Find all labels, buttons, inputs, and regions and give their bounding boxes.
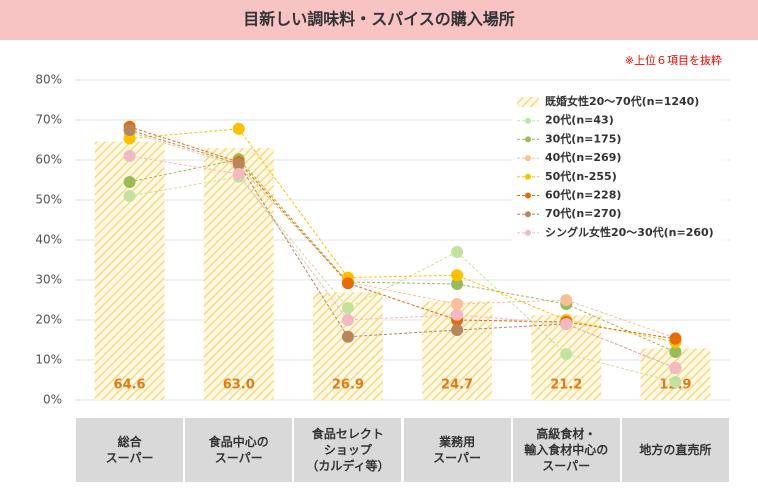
legend-swatch — [525, 211, 531, 218]
category-label: 地方の直売所 — [621, 418, 729, 482]
point — [560, 318, 573, 330]
point — [123, 190, 136, 202]
legend-label: 70代(n=270) — [545, 206, 621, 220]
point — [451, 324, 464, 336]
point — [560, 294, 573, 306]
series-line — [129, 155, 676, 369]
value-label: 21.2 — [550, 378, 582, 393]
y-tick-label: 70% — [35, 113, 62, 127]
title-band — [0, 0, 758, 40]
value-label: 64.6 — [114, 378, 146, 393]
y-tick-label: 60% — [35, 153, 62, 167]
point — [669, 332, 682, 345]
category-label: 総合 スーパー — [76, 418, 184, 482]
point — [341, 302, 354, 314]
legend-label: シングル女性20～30代(n=260) — [545, 225, 714, 239]
point — [123, 132, 136, 145]
value-label: 63.0 — [223, 378, 255, 393]
legend-label: 20代(n=43) — [545, 113, 614, 127]
point — [341, 277, 354, 290]
legend-box — [512, 92, 727, 245]
legend-swatch — [525, 155, 531, 162]
legend-swatch — [525, 117, 531, 124]
point — [232, 122, 245, 135]
series-line — [129, 126, 676, 340]
category-label: 食品セレクト ショップ （カルディ等） — [294, 418, 402, 482]
y-tick-label: 80% — [35, 73, 62, 87]
series-line — [129, 128, 676, 343]
chart-title: 目新しい調味料・スパイスの購入場所 — [243, 10, 515, 29]
y-tick-label: 20% — [35, 313, 62, 327]
point — [669, 362, 682, 374]
point — [123, 124, 136, 136]
point — [341, 314, 354, 326]
y-tick-label: 10% — [35, 353, 62, 367]
y-tick-label: 50% — [35, 193, 62, 207]
point — [451, 269, 464, 282]
legend-swatch — [525, 136, 531, 143]
point — [451, 308, 464, 321]
chart: 目新しい調味料・スパイスの購入場所 ※上位６項目を抜粋 0% 10% 20% 30% 4… — [0, 0, 758, 407]
bar — [203, 148, 274, 400]
point — [123, 150, 136, 162]
legend-label: 50代(n-255) — [545, 169, 617, 183]
point — [232, 158, 245, 170]
note: ※上位６項目を抜粋 — [625, 53, 722, 67]
category-label: 業務用 スーパー — [403, 418, 511, 482]
point — [232, 168, 245, 180]
value-label: 26.9 — [332, 378, 364, 393]
legend-label: 既婚女性20～70代(n=1240) — [545, 94, 699, 108]
category-label: 食品中心の スーパー — [185, 418, 293, 482]
legend-swatch — [525, 192, 531, 199]
legend-label: 60代(n=228) — [545, 188, 621, 202]
point — [669, 346, 682, 358]
value-label: 24.7 — [441, 378, 473, 393]
legend-swatch — [525, 173, 531, 180]
point — [451, 278, 464, 290]
legend-label: 40代(n=269) — [545, 150, 621, 164]
point — [341, 330, 354, 343]
point — [560, 348, 573, 360]
y-tick-label: 0% — [43, 393, 62, 407]
category-label: 高級食材・ 輸入食材中心の スーパー — [512, 418, 620, 482]
legend-swatch — [525, 229, 531, 236]
legend-label: 30代(n=175) — [545, 131, 621, 145]
legend-swatch — [517, 97, 539, 107]
series-line — [129, 158, 676, 353]
point — [451, 246, 464, 258]
y-tick-label: 30% — [35, 273, 62, 287]
point — [451, 298, 464, 310]
series-line — [129, 176, 676, 383]
series-line — [129, 131, 676, 339]
point — [123, 176, 136, 188]
y-tick-label: 40% — [35, 233, 62, 247]
point — [669, 376, 682, 388]
